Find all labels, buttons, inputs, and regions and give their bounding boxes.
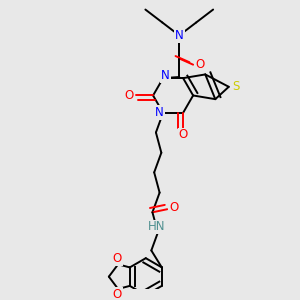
Text: O: O — [169, 201, 178, 214]
Text: O: O — [178, 128, 188, 142]
Text: HN: HN — [148, 220, 165, 233]
Text: N: N — [161, 69, 170, 82]
Text: S: S — [232, 80, 239, 93]
Text: O: O — [195, 58, 205, 71]
Text: N: N — [155, 106, 164, 119]
Text: N: N — [175, 29, 184, 42]
Text: O: O — [125, 89, 134, 102]
Text: O: O — [113, 252, 122, 265]
Text: O: O — [113, 288, 122, 300]
